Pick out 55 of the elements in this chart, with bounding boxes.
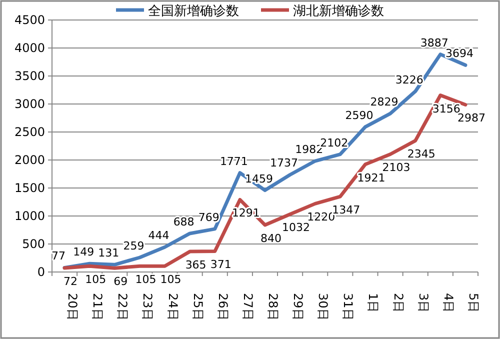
data-label: 259 bbox=[123, 239, 144, 252]
y-tick-label: 2000 bbox=[14, 153, 45, 167]
data-label: 105 bbox=[160, 273, 182, 286]
data-label: 149 bbox=[73, 246, 94, 259]
x-tick-label: 2日 bbox=[391, 293, 406, 313]
data-label: 77 bbox=[52, 250, 66, 263]
data-label: 2590 bbox=[345, 108, 374, 122]
x-tick-label: 25日 bbox=[190, 293, 205, 320]
x-tick-label: 3日 bbox=[416, 293, 430, 313]
data-label: 840 bbox=[260, 232, 282, 245]
x-tick-label: 21日 bbox=[90, 293, 105, 320]
y-tick-label: 3500 bbox=[14, 69, 45, 83]
data-label: 1737 bbox=[270, 156, 298, 170]
x-tick-label: 29日 bbox=[291, 293, 306, 320]
data-label: 365 bbox=[185, 258, 206, 272]
x-tick-label: 23日 bbox=[140, 293, 155, 320]
data-label: 1771 bbox=[220, 154, 248, 168]
y-tick-label: 0 bbox=[37, 265, 45, 279]
data-label: 688 bbox=[173, 215, 194, 228]
x-tick-label: 20日 bbox=[66, 293, 80, 320]
y-tick-label: 4500 bbox=[14, 13, 45, 27]
data-label: 72 bbox=[64, 274, 78, 288]
data-label: 3694 bbox=[445, 47, 474, 60]
x-tick-label: 4日 bbox=[441, 293, 456, 313]
data-label: 105 bbox=[135, 273, 156, 286]
data-label: 3887 bbox=[420, 36, 448, 50]
data-label: 105 bbox=[85, 273, 106, 286]
data-label: 131 bbox=[98, 246, 120, 260]
x-tick-label: 31日 bbox=[341, 293, 356, 320]
legend-label: 全国新增确诊数 bbox=[148, 4, 239, 19]
x-tick-label: 5日 bbox=[466, 293, 480, 313]
x-tick-label: 22日 bbox=[116, 293, 130, 320]
x-tick-label: 26日 bbox=[216, 293, 230, 320]
x-tick-label: 27日 bbox=[240, 293, 255, 320]
y-tick-label: 1000 bbox=[14, 209, 45, 223]
x-tick-label: 28日 bbox=[266, 293, 280, 320]
data-label: 1220 bbox=[307, 210, 336, 224]
y-tick-label: 500 bbox=[22, 237, 45, 251]
y-tick-label: 2500 bbox=[14, 125, 45, 139]
data-label: 371 bbox=[210, 258, 232, 272]
data-label: 1032 bbox=[282, 221, 310, 234]
legend-label: 湖北新增确诊数 bbox=[293, 4, 384, 19]
data-label: 2829 bbox=[370, 96, 398, 109]
data-label: 69 bbox=[114, 275, 128, 288]
x-tick-label: 1日 bbox=[366, 293, 380, 313]
data-label: 2987 bbox=[457, 112, 486, 125]
data-label: 2345 bbox=[407, 148, 436, 161]
y-tick-label: 3000 bbox=[14, 97, 45, 111]
y-tick-label: 1500 bbox=[14, 181, 45, 195]
data-label: 2102 bbox=[320, 136, 348, 150]
x-tick-label: 24日 bbox=[166, 293, 180, 320]
data-label: 769 bbox=[198, 210, 220, 224]
x-tick-label: 30日 bbox=[316, 293, 330, 320]
data-label: 444 bbox=[148, 229, 170, 242]
y-tick-label: 4000 bbox=[14, 41, 45, 55]
